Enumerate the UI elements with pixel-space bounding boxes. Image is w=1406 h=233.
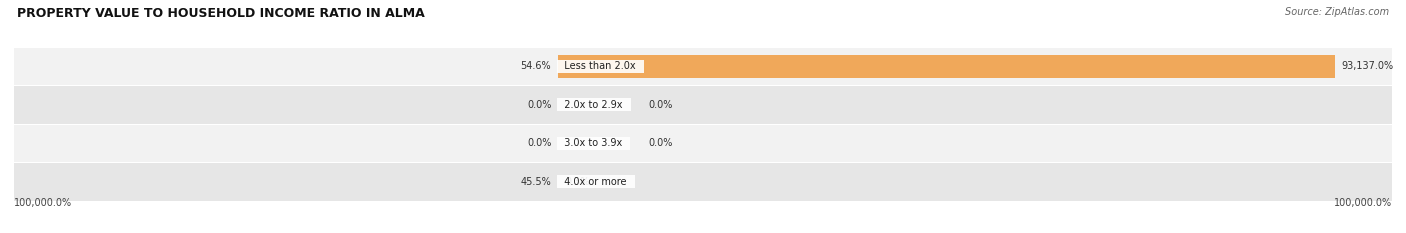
Bar [14, 86, 1392, 124]
Text: 0.0%: 0.0% [648, 138, 672, 148]
Text: 0.0%: 0.0% [527, 138, 551, 148]
Text: 93,137.0%: 93,137.0% [1341, 62, 1393, 72]
Bar [558, 55, 1334, 78]
Text: Source: ZipAtlas.com: Source: ZipAtlas.com [1285, 7, 1389, 17]
Text: 0.0%: 0.0% [648, 100, 672, 110]
Text: 9.3%: 9.3% [565, 177, 589, 187]
Text: 3.0x to 3.9x: 3.0x to 3.9x [558, 138, 628, 148]
Text: 0.0%: 0.0% [527, 100, 551, 110]
Text: 4.0x or more: 4.0x or more [558, 177, 633, 187]
Text: 45.5%: 45.5% [520, 177, 551, 187]
Text: 54.6%: 54.6% [520, 62, 551, 72]
Bar [14, 163, 1392, 201]
Text: PROPERTY VALUE TO HOUSEHOLD INCOME RATIO IN ALMA: PROPERTY VALUE TO HOUSEHOLD INCOME RATIO… [17, 7, 425, 20]
Bar [14, 125, 1392, 162]
Text: 2.0x to 2.9x: 2.0x to 2.9x [558, 100, 628, 110]
Text: Less than 2.0x: Less than 2.0x [558, 62, 643, 72]
Bar [14, 48, 1392, 85]
Text: 100,000.0%: 100,000.0% [14, 198, 72, 208]
Text: 100,000.0%: 100,000.0% [1334, 198, 1392, 208]
